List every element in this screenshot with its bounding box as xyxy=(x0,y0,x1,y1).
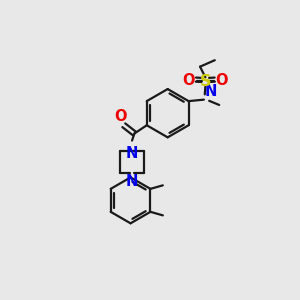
Text: O: O xyxy=(183,73,195,88)
Text: N: N xyxy=(126,174,138,189)
Text: O: O xyxy=(216,73,228,88)
Text: N: N xyxy=(126,146,138,161)
Text: N: N xyxy=(205,84,218,99)
Text: S: S xyxy=(200,74,211,89)
Text: O: O xyxy=(114,109,127,124)
